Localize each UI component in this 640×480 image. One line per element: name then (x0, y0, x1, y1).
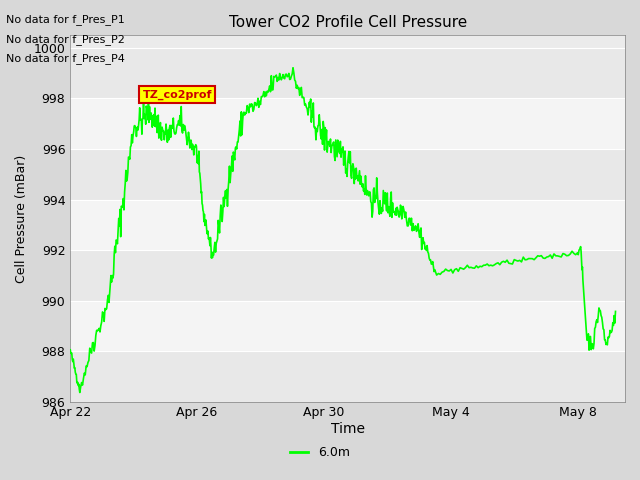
Bar (70, 250, 625, 300)
Bar (70, 98, 625, 149)
Legend: 6.0m: 6.0m (285, 441, 355, 464)
Text: TZ_co2prof: TZ_co2prof (143, 90, 212, 100)
Bar (70, 300, 625, 351)
Bar (70, 48, 625, 98)
Text: No data for f_Pres_P1: No data for f_Pres_P1 (6, 14, 125, 25)
Text: No data for f_Pres_P4: No data for f_Pres_P4 (6, 53, 125, 64)
Bar (70, 200, 625, 250)
Text: No data for f_Pres_P2: No data for f_Pres_P2 (6, 34, 125, 45)
Y-axis label: Cell Pressure (mBar): Cell Pressure (mBar) (15, 155, 28, 283)
Bar (70, 351, 625, 402)
Bar (70, 149, 625, 200)
X-axis label: Time: Time (331, 422, 365, 436)
Title: Tower CO2 Profile Cell Pressure: Tower CO2 Profile Cell Pressure (228, 15, 467, 30)
